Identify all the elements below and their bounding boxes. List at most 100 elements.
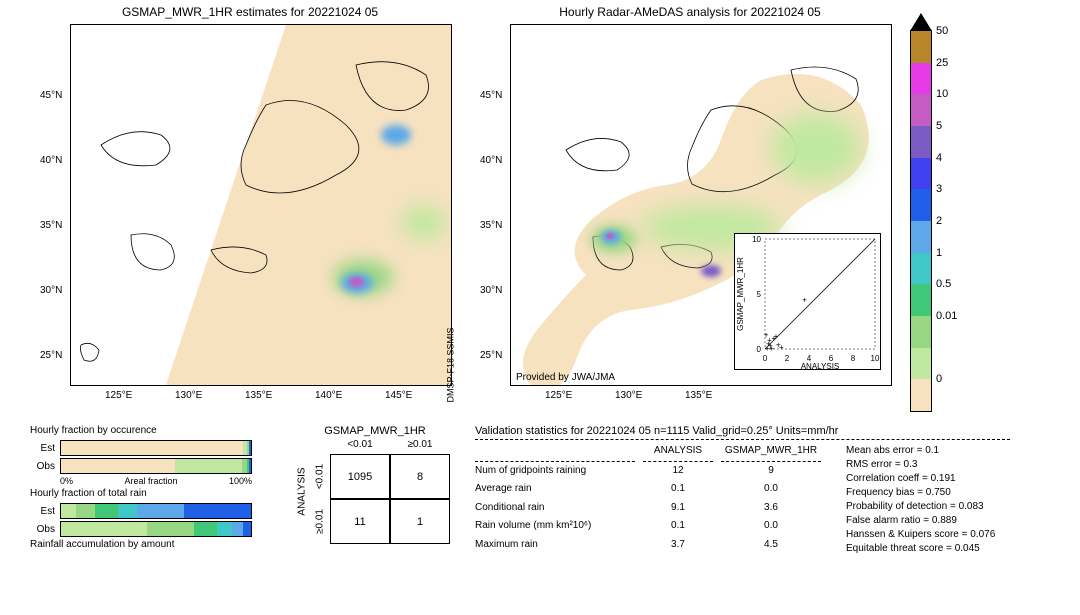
validation-stat: Hanssen & Kuipers score = 0.076 [846, 529, 995, 540]
left-map-panel: GSMAP_MWR_1HR estimates for 20221024 05 … [30, 5, 470, 415]
colorbar-segment [911, 284, 931, 316]
lat-tick-label: 30°N [40, 285, 62, 296]
left-map-title: GSMAP_MWR_1HR estimates for 20221024 05 [30, 5, 470, 19]
svg-text:5: 5 [757, 290, 762, 299]
lat-tick-label: 45°N [40, 90, 62, 101]
validation-cell: 9 [721, 465, 821, 481]
fraction-bar [60, 503, 252, 519]
validation-cell: 12 [643, 465, 713, 481]
lat-tick-label: 25°N [40, 350, 62, 361]
colorbar-segment [911, 158, 931, 190]
validation-stat: RMS error = 0.3 [846, 459, 995, 470]
fraction-row-label: Obs [30, 524, 55, 535]
fraction-bar [60, 521, 252, 537]
fraction-title: Hourly fraction of total rain [30, 488, 275, 499]
svg-text:+: + [774, 332, 779, 341]
colorbar-container: 502510543210.50.010 [910, 5, 1010, 415]
bottom-section: Hourly fraction by occurenceEstObs0%Area… [30, 415, 1010, 615]
fraction-segment [76, 504, 95, 518]
validation-col-header: GSMAP_MWR_1HR [721, 445, 821, 462]
lat-tick-label: 25°N [480, 350, 502, 361]
svg-text:10: 10 [752, 235, 761, 244]
validation-cell: 3.7 [643, 539, 713, 555]
fraction-segment [243, 522, 251, 536]
validation-cell: 0.1 [643, 483, 713, 499]
svg-text:GSMAP_MWR_1HR: GSMAP_MWR_1HR [736, 257, 745, 331]
validation-stats: Mean abs error = 0.1 RMS error = 0.3 Corre… [846, 445, 995, 554]
right-map-box: +++++++++++02468100510ANALYSISGSMAP_MWR_… [510, 24, 892, 386]
validation-stat: Correlation coeff = 0.191 [846, 473, 995, 484]
colorbar-tick-label: 4 [936, 152, 942, 164]
svg-text:10: 10 [871, 354, 880, 363]
fraction-bar-row: Est [30, 503, 275, 519]
lat-tick-label: 45°N [480, 90, 502, 101]
fraction-segment [61, 441, 243, 455]
fraction-row-label: Obs [30, 461, 55, 472]
svg-text:+: + [764, 331, 769, 340]
colorbar-tick-label: 5 [936, 120, 942, 132]
validation-col-header: ANALYSIS [643, 445, 713, 462]
colorbar-segment [911, 221, 931, 253]
validation-cell: 0.0 [721, 520, 821, 536]
colorbar-tick-label: 0.01 [936, 310, 957, 322]
colorbar-tick-label: 10 [936, 88, 948, 100]
colorbar-tick-label: 2 [936, 215, 942, 227]
colorbar-segment [911, 379, 931, 411]
fraction-bar-row: Est [30, 440, 275, 456]
lat-tick-label: 40°N [40, 155, 62, 166]
contingency-col-label: <0.01 [330, 439, 390, 454]
contingency-cell: 8 [390, 454, 450, 499]
colorbar-tick-label: 3 [936, 183, 942, 195]
validation-stat: Probability of detection = 0.083 [846, 501, 995, 512]
validation-stat: Frequency bias = 0.750 [846, 487, 995, 498]
colorbar-segment [911, 31, 931, 63]
validation-row-label: Rain volume (mm km²10⁶) [475, 520, 635, 536]
contingency-col-label: ≥0.01 [390, 439, 450, 454]
validation-cell: 9.1 [643, 502, 713, 518]
left-map-svg [71, 25, 451, 385]
lat-tick-label: 30°N [480, 285, 502, 296]
fraction-axis-label: 0% [60, 476, 73, 486]
fraction-segment [118, 504, 137, 518]
lat-tick-label: 35°N [480, 220, 502, 231]
colorbar-arrow-icon [910, 13, 932, 31]
colorbar-tick-label: 0.5 [936, 278, 951, 290]
validation-row-label: Conditional rain [475, 502, 635, 518]
fraction-title: Rainfall accumulation by amount [30, 539, 275, 550]
contingency-row-label: <0.01 [298, 467, 343, 487]
colorbar: 502510543210.50.010 [910, 30, 932, 412]
fraction-segment [194, 522, 217, 536]
lon-tick-label: 125°E [545, 390, 572, 401]
contingency-panel: GSMAP_MWR_1HR ANALYSIS<0.01≥0.01<0.01109… [285, 425, 465, 615]
validation-stat: Equitable threat score = 0.045 [846, 543, 995, 554]
fraction-charts: Hourly fraction by occurenceEstObs0%Area… [30, 425, 275, 615]
fraction-axis-label: 100% [229, 476, 252, 486]
lon-tick-label: 125°E [105, 390, 132, 401]
validation-table: ANALYSISGSMAP_MWR_1HRNum of gridpoints r… [475, 445, 821, 554]
lat-tick-label: 35°N [40, 220, 62, 231]
fraction-segment [147, 522, 195, 536]
fraction-segment [175, 459, 242, 473]
lon-tick-label: 130°E [615, 390, 642, 401]
svg-text:+: + [769, 344, 774, 353]
svg-text:0: 0 [763, 354, 768, 363]
validation-cell: 0.0 [721, 483, 821, 499]
fraction-segment [249, 441, 251, 455]
svg-text:2: 2 [785, 354, 790, 363]
validation-cell: 0.1 [643, 520, 713, 536]
svg-text:+: + [779, 343, 784, 352]
precip-patch [701, 265, 721, 277]
validation-stat: Mean abs error = 0.1 [846, 445, 995, 456]
colorbar-tick-label: 0 [936, 373, 942, 385]
validation-cell: 3.6 [721, 502, 821, 518]
fraction-segment [184, 504, 251, 518]
lon-tick-label: 135°E [685, 390, 712, 401]
contingency-table: ANALYSIS<0.01≥0.01<0.0110958≥0.01111 [295, 439, 465, 544]
satellite-label: DMSP-F18 SSMIS [445, 327, 455, 402]
right-map-title: Hourly Radar-AMeDAS analysis for 2022102… [470, 5, 910, 19]
fraction-segment [232, 522, 243, 536]
validation-row-label: Maximum rain [475, 539, 635, 555]
fraction-bar-row: Obs [30, 521, 275, 537]
fraction-segment [61, 459, 175, 473]
svg-text:8: 8 [851, 354, 856, 363]
